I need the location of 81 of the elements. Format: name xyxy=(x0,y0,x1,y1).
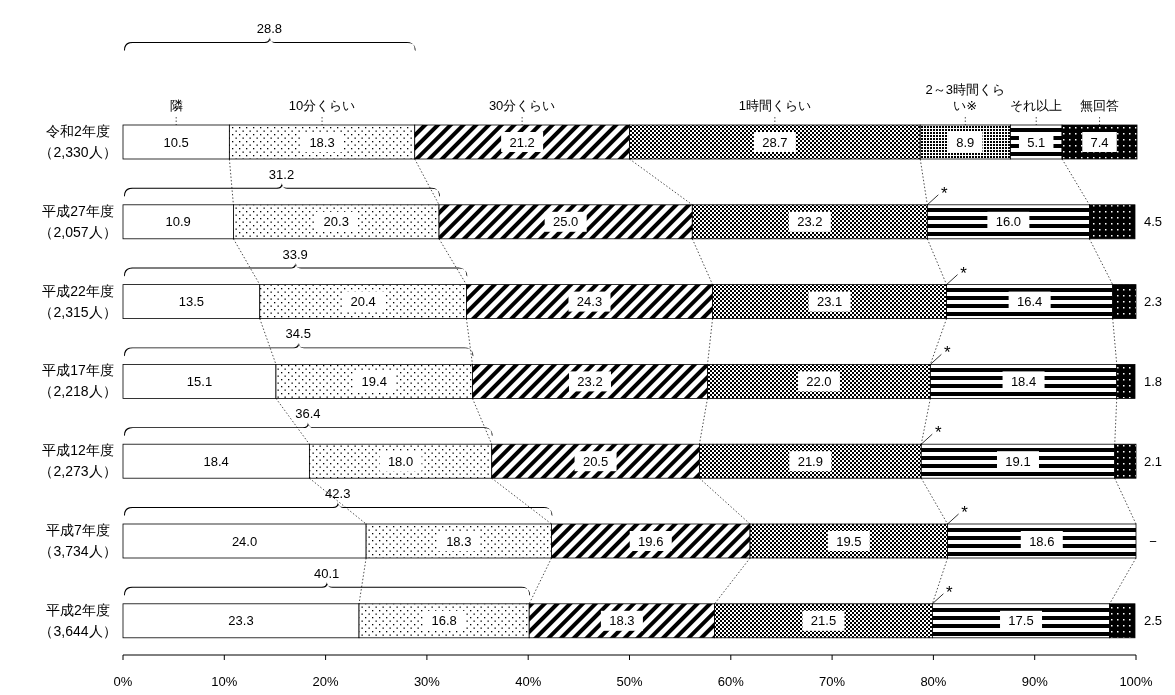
data-label: 18.4 xyxy=(1010,373,1037,389)
data-label: 2.1 xyxy=(1143,453,1163,469)
data-label: 17.5 xyxy=(1008,613,1034,629)
series-label: 1時間くらい xyxy=(737,97,812,114)
series-label: 2～3時間くらい※ xyxy=(924,81,1007,114)
data-label: 20.4 xyxy=(350,294,376,310)
y-tick-label: 平成7年度（3,734人） xyxy=(38,521,118,561)
y-tick-label: 平成22年度（2,315人） xyxy=(38,281,118,322)
y-tick-label: 平成12年度（2,273人） xyxy=(38,441,118,482)
annotation: 42.3 xyxy=(325,486,351,501)
data-label: 19.5 xyxy=(836,533,862,549)
text: * xyxy=(946,582,953,602)
data-label: 7.4 xyxy=(1090,134,1109,150)
text: − xyxy=(1149,533,1157,549)
data-label: 24.3 xyxy=(576,294,603,310)
series-label: 30分くらい xyxy=(487,97,557,114)
data-label: 18.4 xyxy=(203,453,229,469)
y-tick-label: 平成17年度（2,218人） xyxy=(38,361,118,402)
text: 28.8 xyxy=(256,21,283,36)
data-label: 2.5 xyxy=(1143,613,1163,629)
y-tick-label: 令和2年度（2,330人） xyxy=(38,122,118,162)
data-label: 25.0 xyxy=(553,214,579,230)
data-label: 18.0 xyxy=(387,453,414,469)
data-label: 23.1 xyxy=(816,294,843,310)
data-label: 10.9 xyxy=(165,214,191,230)
data-label: 24.0 xyxy=(231,533,258,549)
data-label: 23.2 xyxy=(797,214,823,230)
annotation: 33.9 xyxy=(282,246,308,262)
data-label: 20.5 xyxy=(582,453,609,469)
annotation: 31.2 xyxy=(268,166,295,182)
data-label: 4.5 xyxy=(1143,214,1163,230)
data-label: 18.3 xyxy=(609,613,635,629)
data-label: 19.1 xyxy=(1005,453,1031,469)
data-label: 2.3 xyxy=(1143,294,1163,310)
annotation: 36.4 xyxy=(295,406,321,422)
text: * xyxy=(944,343,951,363)
data-label: 1.8 xyxy=(1143,373,1163,389)
x-tick-label: 70% xyxy=(819,674,846,689)
series-label: 無回答 xyxy=(1079,97,1120,114)
series-label: それ以上 xyxy=(1009,97,1064,114)
data-label: 10.5 xyxy=(163,134,189,150)
x-tick-label: 40% xyxy=(515,674,542,689)
annotation: 34.5 xyxy=(285,326,311,342)
data-label: 20.3 xyxy=(323,214,349,230)
data-label: 18.3 xyxy=(309,134,335,150)
data-label: 21.2 xyxy=(509,134,535,150)
data-label: 16.8 xyxy=(431,613,457,629)
data-label: 16.4 xyxy=(1016,294,1043,310)
data-label: 5.1 xyxy=(1027,134,1046,150)
annotation: 40.1 xyxy=(313,565,340,581)
x-tick-label: 10% xyxy=(211,674,238,689)
data-label: 16.0 xyxy=(995,214,1022,230)
x-tick-label: 100% xyxy=(1119,674,1154,689)
x-tick-label: 50% xyxy=(616,674,643,689)
data-label: 28.7 xyxy=(762,134,788,150)
text: * xyxy=(934,423,942,443)
x-tick-label: 0% xyxy=(113,674,133,689)
data-label: 19.4 xyxy=(361,373,387,389)
text: * xyxy=(941,183,948,203)
data-label: 15.1 xyxy=(186,373,213,389)
x-tick-label: 60% xyxy=(717,674,745,689)
series-label: 10分くらい xyxy=(287,97,357,114)
data-label: 13.5 xyxy=(178,294,205,310)
data-label: 18.6 xyxy=(1029,533,1055,549)
data-label: 21.5 xyxy=(810,613,837,629)
data-label: 23.2 xyxy=(577,373,603,389)
y-tick-label: 平成27年度（2,057人） xyxy=(38,201,118,242)
text: * xyxy=(961,503,968,522)
data-label: 18.3 xyxy=(446,533,472,549)
y-tick-label: 平成2年度（3,644人） xyxy=(38,600,118,641)
text: * xyxy=(960,263,967,283)
x-tick-label: 80% xyxy=(920,674,947,689)
x-tick-label: 20% xyxy=(312,674,340,689)
x-tick-label: 30% xyxy=(413,674,441,689)
data-label: 21.9 xyxy=(797,453,823,469)
series-label: 隣 xyxy=(168,97,184,114)
data-label: 23.3 xyxy=(228,613,254,629)
data-label: 19.6 xyxy=(638,533,664,549)
data-label: 22.0 xyxy=(806,373,832,389)
data-label: 8.9 xyxy=(956,134,975,150)
x-tick-label: 90% xyxy=(1021,674,1049,689)
